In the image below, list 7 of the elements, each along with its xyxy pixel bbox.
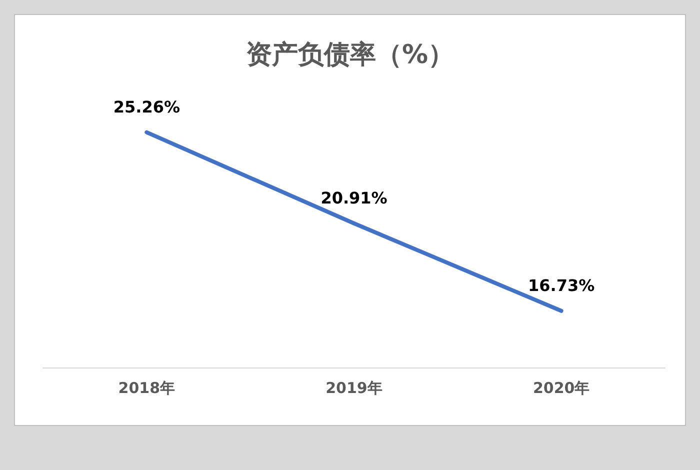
x-tick-label: 2020年 <box>532 378 590 397</box>
data-label: 20.91% <box>320 188 388 208</box>
data-label: 25.26% <box>113 98 180 116</box>
x-tick-label: 2018年 <box>118 378 176 397</box>
x-tick-label: 2019年 <box>326 378 382 397</box>
data-label: 16.73% <box>528 276 595 296</box>
chart-title: 资产负债率（%） <box>244 39 456 72</box>
